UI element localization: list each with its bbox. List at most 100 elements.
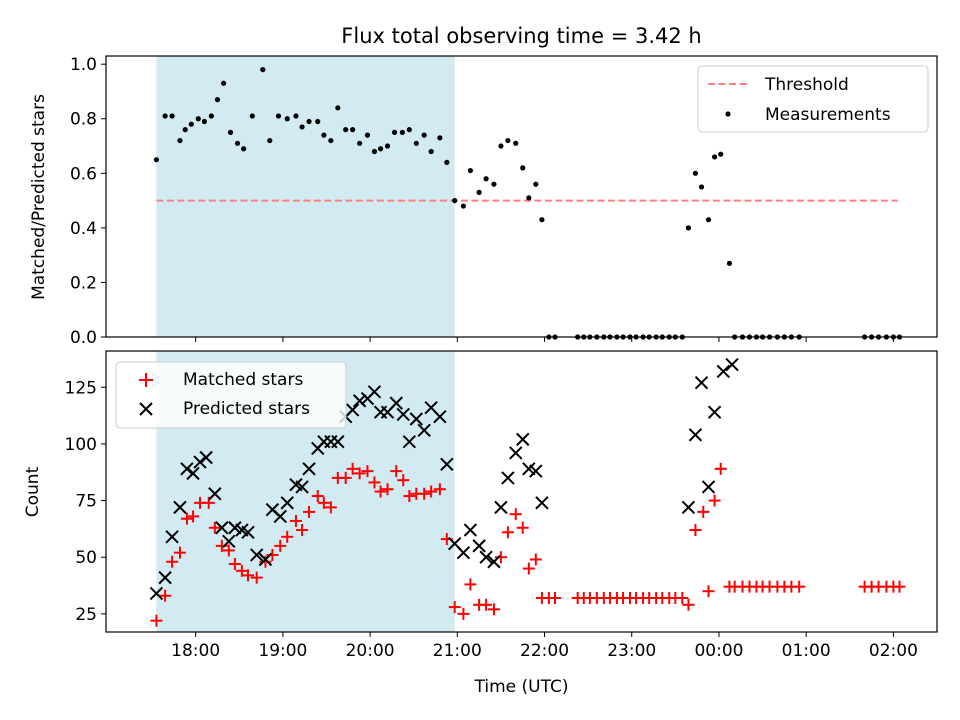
legend-top-frame (697, 65, 929, 133)
measurements-point (498, 143, 504, 149)
measurements-point (188, 121, 194, 127)
measurements-point (208, 113, 214, 119)
matched-stars-point (311, 490, 324, 503)
matched-stars-point (522, 562, 535, 575)
matched-stars-point (281, 530, 294, 543)
predicted-stars-point (345, 403, 360, 417)
bottom-axes-frame (105, 350, 938, 633)
predicted-stars-stroke-b (725, 357, 739, 372)
x-tick-label: 02:00 (869, 641, 918, 661)
matched-stars-point (529, 553, 542, 566)
measurements-point (275, 113, 282, 119)
predicted-stars-stroke-b (522, 462, 536, 476)
matched-stars-point (296, 524, 309, 537)
predicted-stars-stroke-b (402, 434, 417, 449)
predicted-stars-stroke-b (487, 555, 501, 569)
bottom-y-tick-label: 25 (75, 605, 97, 625)
predicted-stars-stroke-b (302, 462, 316, 476)
matched-stars-point (250, 571, 263, 584)
measurements-point (214, 97, 221, 103)
measurements-point (364, 132, 371, 138)
measurements-point (299, 124, 305, 130)
predicted-stars-stroke-b (681, 500, 696, 515)
predicted-stars-stroke-b (396, 407, 410, 422)
predicted-stars-stroke-b (165, 530, 179, 544)
measurements-point (201, 118, 207, 125)
matched-stars-point (548, 592, 561, 605)
x-tick-label: 20:00 (346, 641, 395, 661)
predicted-stars-stroke-b (433, 410, 447, 424)
measurements-point (335, 105, 341, 111)
predicted-stars-stroke-b (241, 525, 255, 539)
matched-stars-point (381, 483, 394, 496)
measurements-point (321, 132, 327, 138)
measurements-point (267, 137, 273, 144)
matched-stars-point (150, 614, 163, 627)
predicted-stars-point (417, 423, 431, 438)
predicted-stars-point (688, 428, 703, 442)
predicted-stars-stroke-b (516, 432, 530, 447)
top-y-tick-label: 0.0 (70, 328, 97, 348)
legend-measurements-swatch (725, 111, 731, 117)
predicted-stars-stroke-b (289, 477, 303, 492)
measurements-point (350, 127, 356, 133)
bottom-y-tick-label: 125 (65, 378, 97, 398)
matched-stars-point (516, 521, 529, 534)
predicted-stars-stroke-b (716, 364, 731, 379)
predicted-stars-point (501, 471, 515, 485)
predicted-stars-point (258, 552, 273, 567)
predicted-stars-point (149, 586, 164, 601)
measurements-point (718, 151, 724, 157)
measurements-point (220, 80, 227, 86)
y-axis-label-top: Matched/Predicted stars (29, 94, 49, 300)
predicted-stars-point (694, 376, 709, 390)
measurements-point (460, 203, 467, 209)
measurements-point (315, 118, 321, 125)
legend-threshold-label: Threshold (764, 75, 849, 95)
predicted-stars-stroke-b (250, 548, 264, 562)
measurements-point (227, 129, 234, 135)
predicted-stars-stroke-b (193, 455, 207, 469)
measurements-point (343, 127, 349, 133)
predicted-stars-stroke-b (186, 466, 200, 481)
matched-stars-point (368, 476, 381, 489)
predicted-stars-point (389, 396, 403, 410)
predicted-stars-point (352, 394, 367, 408)
predicted-stars-point (241, 525, 255, 539)
matched-stars-point (676, 592, 689, 605)
predicted-stars-point (173, 500, 187, 515)
predicted-stars-point (273, 509, 287, 524)
predicted-stars-point (165, 530, 179, 544)
matched-stars-point (509, 508, 522, 521)
matched-stars-point (361, 465, 374, 478)
predicted-stars-point (535, 496, 549, 510)
predicted-stars-stroke-b (424, 400, 438, 415)
predicted-stars-stroke-b (535, 496, 549, 510)
x-tick-label: 18:00 (171, 641, 220, 661)
measurements-point (293, 113, 299, 119)
matched-stars-point (259, 555, 272, 568)
predicted-stars-stroke-b (280, 496, 294, 510)
measurements-point (391, 129, 398, 135)
predicted-stars-point (701, 480, 716, 494)
predicted-stars-stroke-b (331, 434, 345, 449)
predicted-stars-stroke-b (440, 457, 454, 472)
matched-stars-point (215, 539, 228, 552)
predicted-stars-stroke-b (158, 570, 172, 585)
legend-bottom-frame (115, 361, 347, 429)
predicted-stars-stroke-b (215, 521, 229, 535)
measurements-point (491, 181, 497, 187)
matched-stars-point (448, 601, 461, 614)
measurements-point (476, 189, 482, 196)
predicted-stars-stroke-b (149, 586, 164, 601)
predicted-stars-point (295, 480, 309, 494)
measurements-point (437, 135, 443, 141)
predicted-stars-point (250, 548, 264, 562)
measurements-point (452, 197, 458, 204)
measurements-point (692, 170, 699, 176)
predicted-stars-stroke-b (417, 423, 431, 438)
predicted-stars-point (199, 450, 213, 465)
legend-predicted-label: Predicted stars (183, 399, 310, 419)
measurements-point (377, 146, 384, 152)
